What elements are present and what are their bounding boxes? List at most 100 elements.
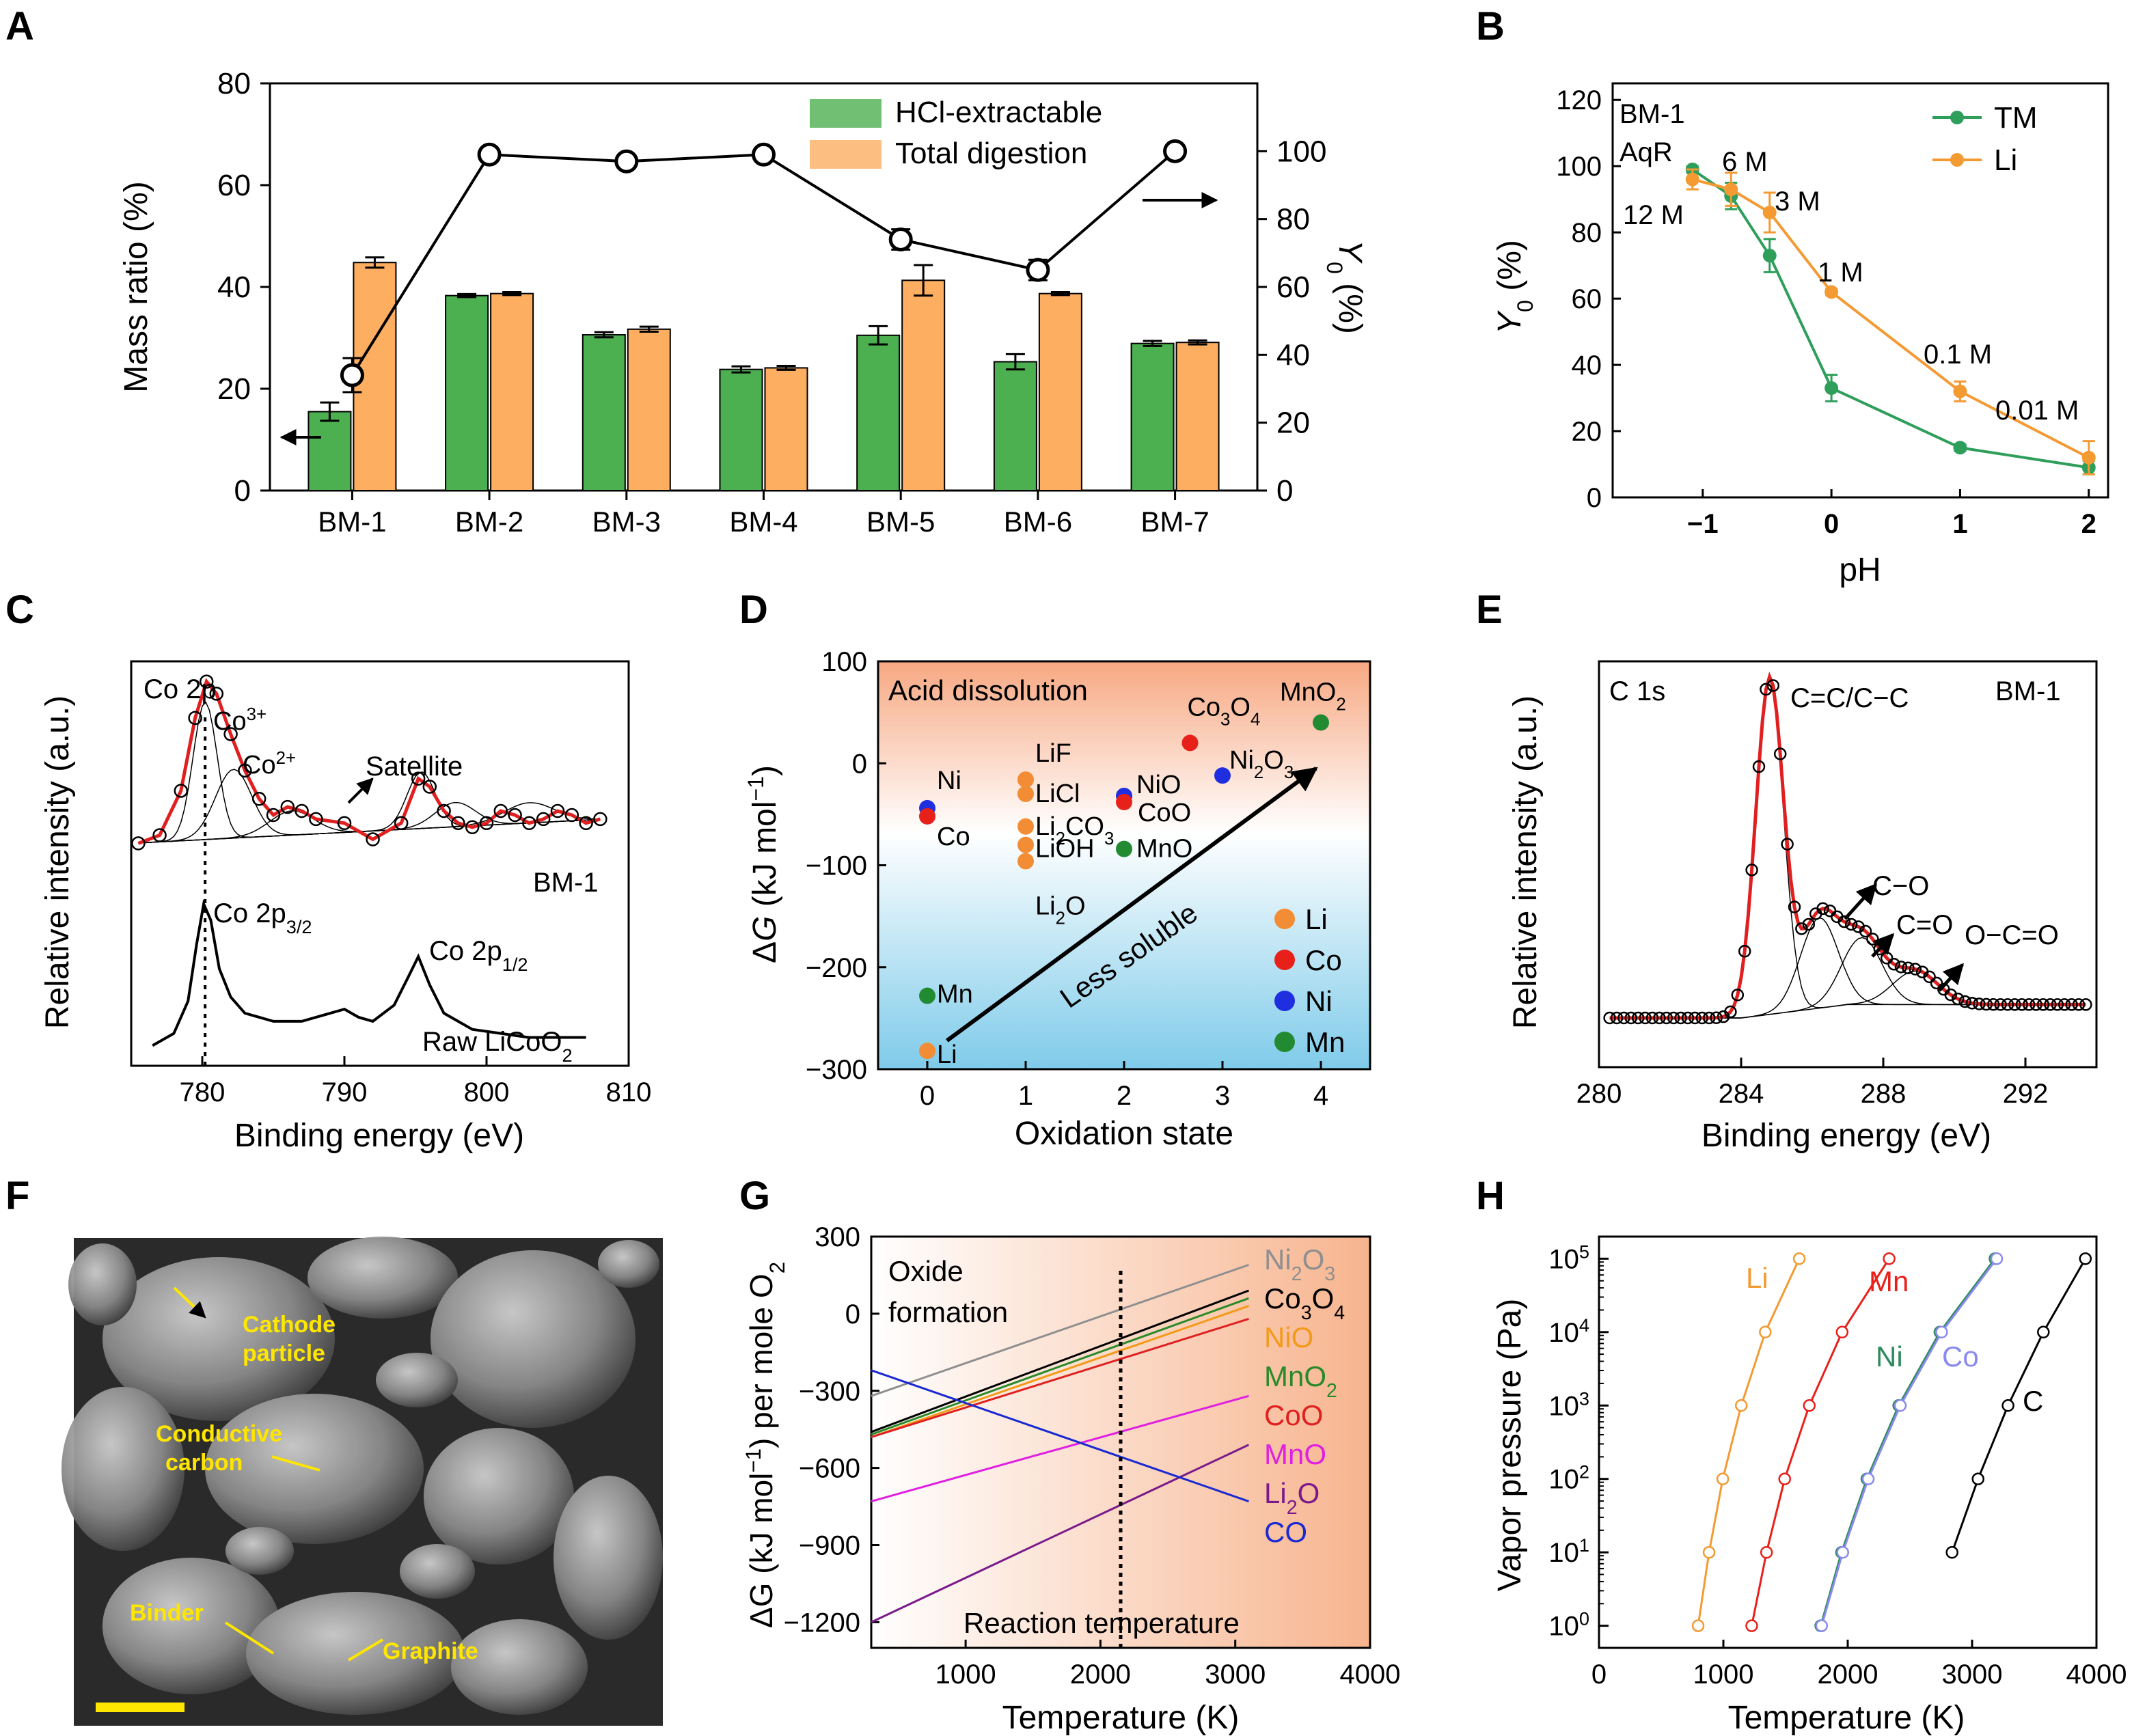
annotation-co2p32: Co 2p3/2 [213,898,312,937]
series-label-ni: Ni [1876,1340,1903,1373]
x-tick-label: 790 [322,1077,368,1107]
bar-hcl-extractable [1130,342,1175,491]
series-label-c: C [2023,1385,2043,1417]
point-li [1792,1252,1806,1265]
series-label-co: CO [1264,1516,1307,1548]
series-line-c [1951,1258,2087,1553]
data-point-bm1 [266,808,281,823]
point-co [1815,1619,1829,1632]
annotation-c-double-o: C=O [1896,910,1953,940]
y-tick-label: 0 [852,749,867,779]
data-point [1980,997,1993,1011]
panel-a-mass-ratio-chart: 0 20 40 60 80 0 20 40 60 80 100 BM-1 BM-2 BM-3 BM-4 BM-… [118,67,1368,538]
point-label: Ni [937,767,961,795]
data-point [1738,945,1751,958]
x-tick-label: 0 [1824,509,1839,539]
x-axis-title: pH [1839,552,1881,588]
bar-total-digestion [764,367,808,492]
panel-label-g: G [739,1174,770,1218]
data-point [2008,998,2021,1011]
y-tick-label: 0 [234,474,251,508]
data-point-bm1 [465,820,480,834]
data-point-bm1 [593,812,607,827]
series-label-li: Li [1746,1262,1768,1294]
legend-marker [1274,991,1295,1011]
point-co [1990,1252,2004,1265]
legend-swatch [810,140,882,169]
x-tick-label: 810 [606,1077,652,1107]
series-line-co [1820,1258,1998,1627]
data-point-bm1 [337,816,352,831]
y-axis-title: Relative intensity (a.u.) [40,695,76,1029]
data-point-bm1 [451,816,465,831]
bar-error-bar [1143,340,1162,347]
annotation-c1s: C 1s [1609,676,1665,706]
y-tick-label: 60 [1572,284,1602,314]
x-tick-label: 292 [2003,1079,2049,1109]
bar-error-bar [869,325,888,346]
plot-frame [1611,82,2109,499]
bar-error-bar [776,364,796,371]
y-tick-label: 80 [217,67,251,100]
y-axis-title: Vapor pressure (Pa) [1492,1299,1528,1592]
annotation-ocdo: O−C=O [1965,920,2059,950]
point-c [2079,1252,2092,1265]
data-point [2051,998,2064,1011]
annotation-bm1: BM-1 [1995,676,2061,706]
sem-label-graphite: Graphite [383,1638,478,1664]
x-tick-label: 3000 [1942,1659,2003,1690]
panel-label-h: H [1476,1174,1505,1218]
point-mn [1883,1252,1896,1265]
data-point-bm1 [411,771,426,786]
legend-marker [1274,950,1295,970]
point-label: MnO [1136,835,1192,864]
x-tick-label: 1 [1952,509,1967,539]
plot-frame [130,660,630,1067]
x-tick-label: 280 [1576,1079,1622,1109]
annotation-raw-licoo2: Raw LiCoO2 [422,1027,573,1066]
data-point [2015,998,2029,1011]
y-tick-label: 100 [1556,152,1602,182]
x-tick-label: −1 [1687,509,1719,539]
annotation-co2p: Co 2p [144,674,217,704]
x-tick-label: 2 [2081,509,2096,539]
series-label-nio: NiO [1264,1321,1313,1353]
legend-marker [1274,1032,1295,1052]
legend-label: Li [1994,143,2017,177]
x-axis-title: Temperature (K) [1002,1700,1240,1736]
series-label-ni2o3: Ni2O3 [1264,1243,1335,1285]
data-point [2022,998,2036,1011]
point-mn [1835,1325,1849,1339]
data-point [2058,998,2071,1011]
x-tick-label: 3 [1215,1081,1230,1111]
data-point [1631,1011,1645,1025]
x-tick-label: BM-7 [1140,506,1209,538]
bar-hcl-extractable [993,361,1037,492]
point-li [1691,1619,1705,1632]
panel-label-e: E [1476,588,1503,632]
data-point [1667,1011,1680,1025]
point-label: MnO2 [1280,678,1346,715]
y0-point [1026,258,1050,282]
y-tick-label: 80 [1572,218,1602,248]
data-point [1887,958,1900,971]
data-point [1951,992,1965,1006]
data-point [1624,1011,1638,1025]
y0-point [752,142,776,167]
data-point-bm1 [174,784,189,798]
bar-hcl-extractable [582,334,626,491]
y-tick-label: 102 [1548,1461,1589,1495]
data-point [1781,838,1794,851]
point-li [919,1043,935,1060]
point-li [1762,206,1777,220]
legend-label: Ni [1305,985,1332,1017]
data-point [1702,1011,1716,1025]
peak-arrow [1871,933,1895,958]
y0-point [888,227,913,251]
bar-error-bar [320,401,340,422]
x-tick-label: BM-6 [1004,506,1072,538]
component-peak [1609,970,2086,1019]
point-mno2 [1313,714,1329,731]
data-point [1816,902,1829,915]
